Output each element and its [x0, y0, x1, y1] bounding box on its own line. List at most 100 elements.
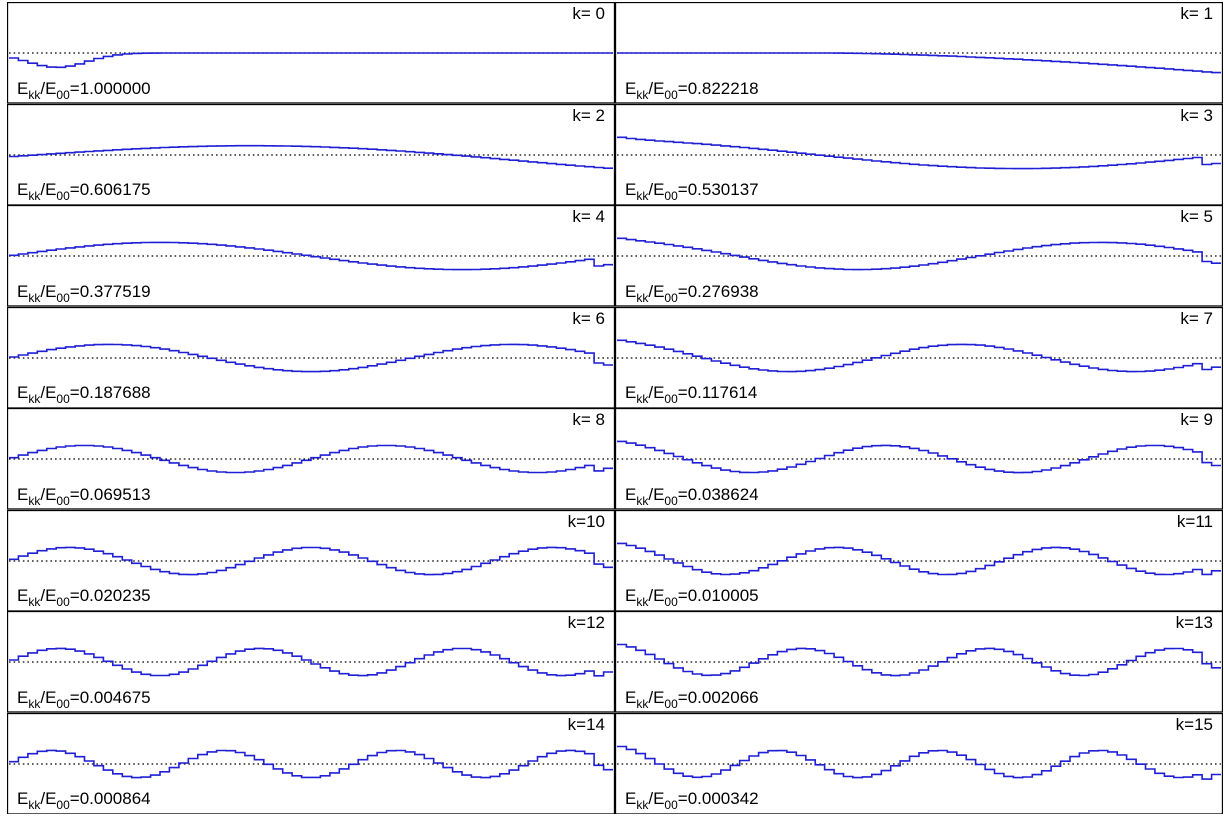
mode-trace-k14 — [9, 749, 613, 778]
k-label: k=12 — [567, 613, 605, 632]
panel-border — [615, 611, 1223, 713]
energy-ratio-value: =0.002066 — [677, 687, 759, 707]
energy-ratio-label: Ekk/E00=0.606175 — [17, 180, 151, 203]
energy-ratio-label: Ekk/E00=0.822218 — [625, 78, 759, 102]
energy-ratio-label: Ekk/E00=0.038624 — [625, 484, 759, 508]
mode-trace-k13 — [617, 643, 1221, 677]
mode-plot-k13 — [615, 611, 1223, 713]
mode-trace-k7 — [617, 339, 1221, 372]
k-label: k= 7 — [1180, 308, 1213, 328]
k-label: k= 3 — [1180, 105, 1213, 125]
energy-ratio-value: =0.004675 — [69, 687, 151, 707]
panel-border — [615, 712, 1223, 814]
mode-plot-k4 — [7, 205, 615, 307]
mode-trace-k11 — [617, 542, 1221, 575]
mode-panel-k14: k=14 Ekk/E00=0.000864 — [7, 712, 615, 814]
k-label: k=11 — [1176, 511, 1213, 531]
mode-panel-k1: k= 1 Ekk/E00=0.822218 — [615, 2, 1223, 104]
mode-trace-k6 — [9, 343, 613, 372]
energy-ratio-label: Ekk/E00=0.000864 — [17, 789, 151, 812]
mode-plot-k8 — [7, 408, 615, 510]
energy-ratio-value: =0.187688 — [69, 383, 151, 402]
panel-border — [7, 509, 615, 611]
panel-border — [7, 2, 615, 104]
mode-panel-k5: k= 5 Ekk/E00=0.276938 — [615, 205, 1223, 307]
k-label: k=13 — [1175, 613, 1213, 632]
mode-panel-k15: k=15 Ekk/E00=0.000342 — [615, 712, 1223, 814]
energy-ratio-label: Ekk/E00=0.117614 — [625, 383, 758, 406]
energy-ratio-label: Ekk/E00=0.020235 — [17, 586, 151, 609]
mode-trace-k2 — [9, 144, 613, 169]
energy-ratio-value: =0.276938 — [677, 281, 759, 301]
mode-panel-k9: k= 9 Ekk/E00=0.038624 — [615, 408, 1223, 510]
panel-grid: k= 0 Ekk/E00=1.000000 k= 1 Ekk/E00=0.822218… — [7, 2, 1223, 814]
energy-ratio-label: Ekk/E00=0.002066 — [625, 687, 759, 711]
mode-plot-k2 — [7, 103, 615, 205]
mode-trace-k9 — [617, 440, 1221, 474]
mode-panel-k7: k= 7 Ekk/E00=0.117614 — [615, 306, 1223, 408]
mode-trace-k3 — [617, 136, 1221, 169]
mode-panel-k4: k= 4 Ekk/E00=0.377519 — [7, 205, 615, 307]
mode-panel-k2: k= 2 Ekk/E00=0.606175 — [7, 103, 615, 205]
mode-trace-k15 — [617, 745, 1221, 780]
k-label: k= 1 — [1180, 4, 1213, 23]
energy-ratio-value: =0.117614 — [677, 383, 758, 402]
k-label: k= 8 — [572, 410, 605, 429]
energy-ratio-label: Ekk/E00=0.000342 — [625, 789, 759, 812]
k-label: k= 0 — [572, 4, 605, 23]
mode-plot-k9 — [615, 408, 1223, 510]
energy-ratio-value: =0.530137 — [677, 180, 759, 199]
panel-border — [615, 306, 1223, 408]
mode-plot-k1 — [615, 2, 1223, 104]
mode-panel-k0: k= 0 Ekk/E00=1.000000 — [7, 2, 615, 104]
panel-border — [615, 2, 1223, 104]
mode-plot-k7 — [615, 306, 1223, 408]
energy-ratio-value: =0.377519 — [69, 281, 151, 301]
k-label: k= 9 — [1180, 410, 1213, 429]
k-label: k=10 — [567, 511, 605, 531]
mode-panel-k3: k= 3 Ekk/E00=0.530137 — [615, 103, 1223, 205]
energy-ratio-label: Ekk/E00=0.010005 — [625, 586, 759, 609]
mode-plot-k12 — [7, 611, 615, 713]
panel-border — [7, 611, 615, 713]
panel-border — [7, 408, 615, 510]
energy-ratio-value: =0.010005 — [677, 586, 759, 605]
energy-ratio-value: =0.606175 — [69, 180, 151, 199]
energy-ratio-value: =0.000342 — [677, 789, 759, 808]
energy-ratio-label: Ekk/E00=0.530137 — [625, 180, 759, 203]
mode-trace-k8 — [9, 444, 613, 474]
panel-border — [7, 712, 615, 814]
k-label: k= 2 — [572, 105, 605, 125]
panel-border — [615, 103, 1223, 205]
k-label: k= 6 — [572, 308, 605, 328]
mode-trace-k0 — [9, 52, 613, 69]
mode-trace-k4 — [9, 241, 613, 271]
mode-panel-k8: k= 8 Ekk/E00=0.069513 — [7, 408, 615, 510]
mode-trace-k1 — [617, 52, 1221, 74]
energy-ratio-label: Ekk/E00=0.276938 — [625, 281, 759, 305]
mode-panel-k12: k=12 Ekk/E00=0.004675 — [7, 611, 615, 713]
mode-plot-k10 — [7, 509, 615, 611]
mode-plot-k0 — [7, 2, 615, 104]
panel-border — [615, 205, 1223, 307]
mode-panel-k10: k=10 Ekk/E00=0.020235 — [7, 509, 615, 611]
energy-ratio-label: Ekk/E00=0.187688 — [17, 383, 151, 406]
panel-border — [7, 205, 615, 307]
mode-panel-k11: k=11 Ekk/E00=0.010005 — [615, 509, 1223, 611]
panel-border — [7, 103, 615, 205]
energy-ratio-label: Ekk/E00=0.069513 — [17, 484, 151, 508]
k-label: k= 5 — [1180, 207, 1213, 226]
mode-trace-k12 — [9, 647, 613, 677]
energy-ratio-value: =0.069513 — [69, 484, 151, 504]
energy-ratio-value: =0.000864 — [69, 789, 151, 808]
energy-ratio-label: Ekk/E00=0.004675 — [17, 687, 151, 711]
k-label: k=14 — [567, 714, 605, 734]
energy-ratio-label: Ekk/E00=0.377519 — [17, 281, 151, 305]
energy-ratio-value: =0.038624 — [677, 484, 759, 504]
mode-plot-k3 — [615, 103, 1223, 205]
mode-plot-k6 — [7, 306, 615, 408]
mode-plot-k14 — [7, 712, 615, 814]
mode-panel-k13: k=13 Ekk/E00=0.002066 — [615, 611, 1223, 713]
panel-border — [615, 408, 1223, 510]
energy-ratio-value: =1.000000 — [69, 78, 151, 98]
